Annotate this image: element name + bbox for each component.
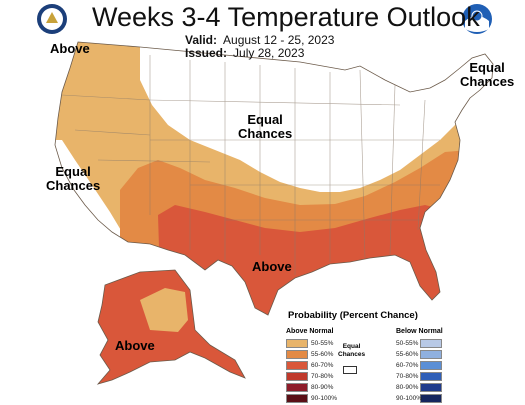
legend-below-title: Below Normal bbox=[396, 328, 443, 335]
label-above-alaska: Above bbox=[115, 338, 155, 353]
label-equal-west-line2: Chances bbox=[46, 178, 101, 193]
noaa-logo-icon bbox=[462, 4, 492, 34]
legend-above-item-label: 80-90% bbox=[311, 384, 334, 391]
label-above-south: Above bbox=[252, 259, 292, 274]
legend-below-item-swatch bbox=[420, 339, 442, 348]
legend-equal-line2: Chances bbox=[338, 351, 366, 358]
issued-label: Issued: bbox=[185, 46, 228, 60]
valid-label: Valid: bbox=[185, 33, 218, 47]
doc-seal-icon bbox=[37, 4, 67, 34]
legend-above-title: Above Normal bbox=[286, 328, 334, 335]
label-equal-northeast: Equal Chances bbox=[460, 61, 514, 89]
legend-above-item-label: 90-100% bbox=[311, 395, 338, 402]
label-equal-northeast-line1: Equal bbox=[469, 60, 505, 75]
legend-above-item-swatch bbox=[286, 361, 308, 370]
valid-line: Valid: August 12 - 25, 2023 bbox=[185, 33, 334, 47]
map-title: Weeks 3-4 Temperature Outlook bbox=[92, 2, 480, 32]
legend-equal-swatch bbox=[343, 366, 357, 374]
legend-below-item-label: 80-90% bbox=[396, 384, 419, 391]
label-above-northwest: Above bbox=[50, 41, 90, 56]
legend-below-item-label: 70-80% bbox=[396, 373, 419, 380]
valid-value: August 12 - 25, 2023 bbox=[223, 33, 335, 47]
label-equal-northeast-line2: Chances bbox=[460, 74, 515, 89]
legend-below-item-label: 55-60% bbox=[396, 351, 419, 358]
legend-above-item-label: 50-55% bbox=[311, 340, 334, 347]
label-equal-north-line1: Equal bbox=[247, 112, 283, 127]
legend-above-item-swatch bbox=[286, 394, 308, 403]
legend-below-item-swatch bbox=[420, 372, 442, 381]
legend-equal-line1: Equal bbox=[342, 343, 361, 350]
legend-title: Probability (Percent Chance) bbox=[288, 310, 418, 321]
legend-below-item-swatch bbox=[420, 394, 442, 403]
legend-equal-label: Equal Chances bbox=[338, 343, 365, 359]
label-equal-west-line1: Equal bbox=[55, 164, 91, 179]
label-equal-north: Equal Chances bbox=[238, 113, 292, 141]
legend-above-item-swatch bbox=[286, 372, 308, 381]
legend-below-item-label: 90-100% bbox=[396, 395, 423, 402]
issued-value: July 28, 2023 bbox=[233, 46, 305, 60]
legend-below-item-label: 60-70% bbox=[396, 362, 419, 369]
label-equal-west: Equal Chances bbox=[46, 165, 100, 193]
legend-below-item-swatch bbox=[420, 383, 442, 392]
legend-below-item-label: 50-55% bbox=[396, 340, 419, 347]
legend-above-item-label: 70-80% bbox=[311, 373, 334, 380]
legend-above-item-swatch bbox=[286, 350, 308, 359]
legend-below-item-swatch bbox=[420, 361, 442, 370]
legend-below-item-swatch bbox=[420, 350, 442, 359]
label-equal-north-line2: Chances bbox=[238, 126, 293, 141]
legend-above-item-swatch bbox=[286, 383, 308, 392]
legend-above-item-label: 55-60% bbox=[311, 351, 334, 358]
issued-line: Issued: July 28, 2023 bbox=[185, 46, 304, 60]
legend-above-item-label: 60-70% bbox=[311, 362, 334, 369]
legend-above-item-swatch bbox=[286, 339, 308, 348]
